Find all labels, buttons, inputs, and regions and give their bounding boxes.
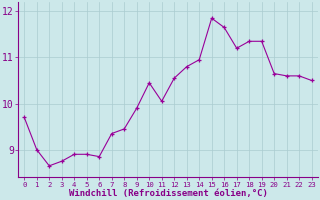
X-axis label: Windchill (Refroidissement éolien,°C): Windchill (Refroidissement éolien,°C) xyxy=(68,189,268,198)
